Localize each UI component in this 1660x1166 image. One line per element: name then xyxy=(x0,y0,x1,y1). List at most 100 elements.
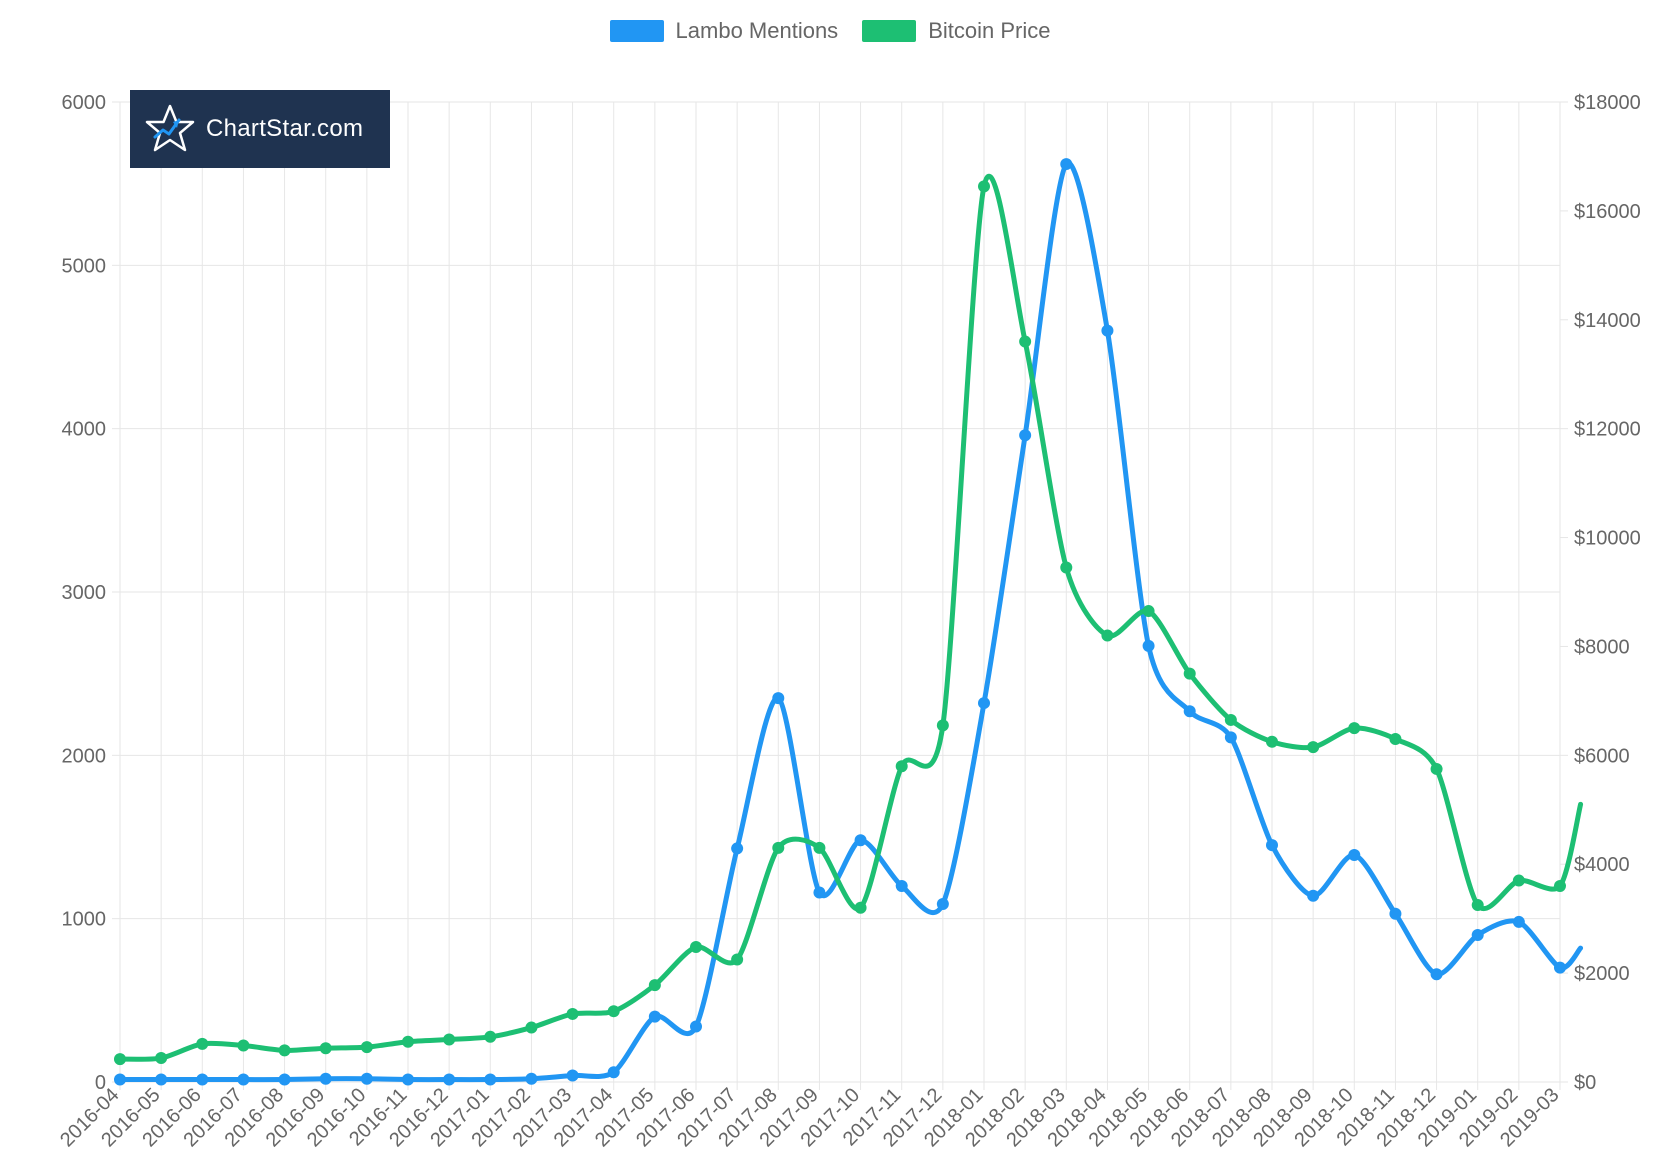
series-marker-bitcoin-price xyxy=(649,979,661,991)
series-marker-lambo-mentions xyxy=(1554,962,1566,974)
series-marker-bitcoin-price xyxy=(978,180,990,192)
y-right-axis-label: $10000 xyxy=(1574,528,1641,550)
legend-label-bitcoin: Bitcoin Price xyxy=(928,18,1050,44)
y-left-axis-label: 6000 xyxy=(62,92,107,114)
watermark-text: ChartStar.com xyxy=(206,115,363,143)
series-marker-bitcoin-price xyxy=(361,1041,373,1053)
series-marker-bitcoin-price xyxy=(196,1038,208,1050)
series-marker-lambo-mentions xyxy=(1184,705,1196,717)
y-right-axis-label: $14000 xyxy=(1574,310,1641,332)
series-marker-bitcoin-price xyxy=(772,842,784,854)
series-marker-bitcoin-price xyxy=(1101,630,1113,642)
series-marker-lambo-mentions xyxy=(1431,968,1443,980)
series-marker-lambo-mentions xyxy=(1348,849,1360,861)
series-marker-bitcoin-price xyxy=(1266,736,1278,748)
y-left-axis-label: 0 xyxy=(95,1072,106,1094)
series-marker-lambo-mentions xyxy=(608,1066,620,1078)
series-marker-bitcoin-price xyxy=(443,1034,455,1046)
y-right-axis-label: $18000 xyxy=(1574,92,1641,114)
y-left-axis-label: 5000 xyxy=(62,255,107,277)
series-marker-lambo-mentions xyxy=(525,1073,537,1085)
series-marker-lambo-mentions xyxy=(361,1073,373,1085)
series-marker-lambo-mentions xyxy=(1101,325,1113,337)
series-marker-lambo-mentions xyxy=(813,887,825,899)
y-right-axis-label: $12000 xyxy=(1574,419,1641,441)
y-right-axis-label: $8000 xyxy=(1574,636,1630,658)
series-marker-bitcoin-price xyxy=(1184,668,1196,680)
series-marker-bitcoin-price xyxy=(320,1042,332,1054)
y-right-axis-label: $2000 xyxy=(1574,963,1630,985)
series-marker-bitcoin-price xyxy=(1143,605,1155,617)
series-marker-lambo-mentions xyxy=(484,1074,496,1086)
series-marker-lambo-mentions xyxy=(855,834,867,846)
series-marker-lambo-mentions xyxy=(978,697,990,709)
series-marker-bitcoin-price xyxy=(855,902,867,914)
series-marker-lambo-mentions xyxy=(155,1074,167,1086)
series-marker-bitcoin-price xyxy=(608,1005,620,1017)
series-marker-lambo-mentions xyxy=(567,1069,579,1081)
y-left-axis-label: 2000 xyxy=(62,745,107,767)
series-marker-lambo-mentions xyxy=(402,1074,414,1086)
series-marker-bitcoin-price xyxy=(1225,714,1237,726)
series-marker-bitcoin-price xyxy=(1019,336,1031,348)
series-marker-lambo-mentions xyxy=(1307,890,1319,902)
series-marker-lambo-mentions xyxy=(772,692,784,704)
legend-swatch-lambo xyxy=(610,20,664,42)
series-marker-bitcoin-price xyxy=(237,1040,249,1052)
y-right-axis-label: $6000 xyxy=(1574,745,1630,767)
legend: Lambo Mentions Bitcoin Price xyxy=(0,0,1660,44)
star-icon xyxy=(144,103,196,155)
series-marker-bitcoin-price xyxy=(896,760,908,772)
series-marker-lambo-mentions xyxy=(1266,839,1278,851)
series-marker-bitcoin-price xyxy=(1389,733,1401,745)
series-marker-bitcoin-price xyxy=(402,1036,414,1048)
series-marker-bitcoin-price xyxy=(1348,722,1360,734)
series-marker-bitcoin-price xyxy=(1060,562,1072,574)
series-marker-lambo-mentions xyxy=(1019,429,1031,441)
series-marker-bitcoin-price xyxy=(279,1044,291,1056)
legend-swatch-bitcoin xyxy=(862,20,916,42)
series-marker-lambo-mentions xyxy=(196,1074,208,1086)
series-marker-lambo-mentions xyxy=(279,1074,291,1086)
series-marker-lambo-mentions xyxy=(1472,929,1484,941)
series-marker-lambo-mentions xyxy=(1143,640,1155,652)
series-marker-bitcoin-price xyxy=(1431,763,1443,775)
series-marker-lambo-mentions xyxy=(690,1020,702,1032)
series-marker-lambo-mentions xyxy=(1060,158,1072,170)
chart-container: Lambo Mentions Bitcoin Price 2016-042016… xyxy=(0,0,1660,1166)
y-right-axis-label: $4000 xyxy=(1574,854,1630,876)
chart-svg: 2016-042016-052016-062016-072016-082016-… xyxy=(0,44,1660,1152)
series-marker-lambo-mentions xyxy=(237,1074,249,1086)
y-left-axis-label: 1000 xyxy=(62,909,107,931)
series-marker-bitcoin-price xyxy=(1513,875,1525,887)
series-marker-lambo-mentions xyxy=(443,1074,455,1086)
y-right-axis-label: $16000 xyxy=(1574,201,1641,223)
series-marker-lambo-mentions xyxy=(1513,916,1525,928)
series-marker-bitcoin-price xyxy=(731,954,743,966)
series-marker-lambo-mentions xyxy=(1389,908,1401,920)
series-marker-lambo-mentions xyxy=(1225,731,1237,743)
series-marker-bitcoin-price xyxy=(1472,899,1484,911)
series-marker-bitcoin-price xyxy=(1307,741,1319,753)
series-marker-lambo-mentions xyxy=(320,1073,332,1085)
series-marker-bitcoin-price xyxy=(114,1053,126,1065)
series-marker-lambo-mentions xyxy=(937,898,949,910)
legend-item-bitcoin: Bitcoin Price xyxy=(862,18,1050,44)
series-marker-bitcoin-price xyxy=(813,842,825,854)
series-marker-bitcoin-price xyxy=(484,1031,496,1043)
y-left-axis-label: 4000 xyxy=(62,419,107,441)
chartstar-watermark: ChartStar.com xyxy=(130,90,390,168)
series-marker-bitcoin-price xyxy=(525,1022,537,1034)
series-marker-lambo-mentions xyxy=(649,1011,661,1023)
series-marker-bitcoin-price xyxy=(155,1052,167,1064)
series-marker-bitcoin-price xyxy=(1554,880,1566,892)
series-marker-bitcoin-price xyxy=(567,1008,579,1020)
series-marker-bitcoin-price xyxy=(690,941,702,953)
series-marker-lambo-mentions xyxy=(731,842,743,854)
series-marker-lambo-mentions xyxy=(114,1074,126,1086)
series-marker-lambo-mentions xyxy=(896,880,908,892)
legend-item-lambo: Lambo Mentions xyxy=(610,18,839,44)
legend-label-lambo: Lambo Mentions xyxy=(676,18,839,44)
y-left-axis-label: 3000 xyxy=(62,582,107,604)
series-marker-bitcoin-price xyxy=(937,719,949,731)
